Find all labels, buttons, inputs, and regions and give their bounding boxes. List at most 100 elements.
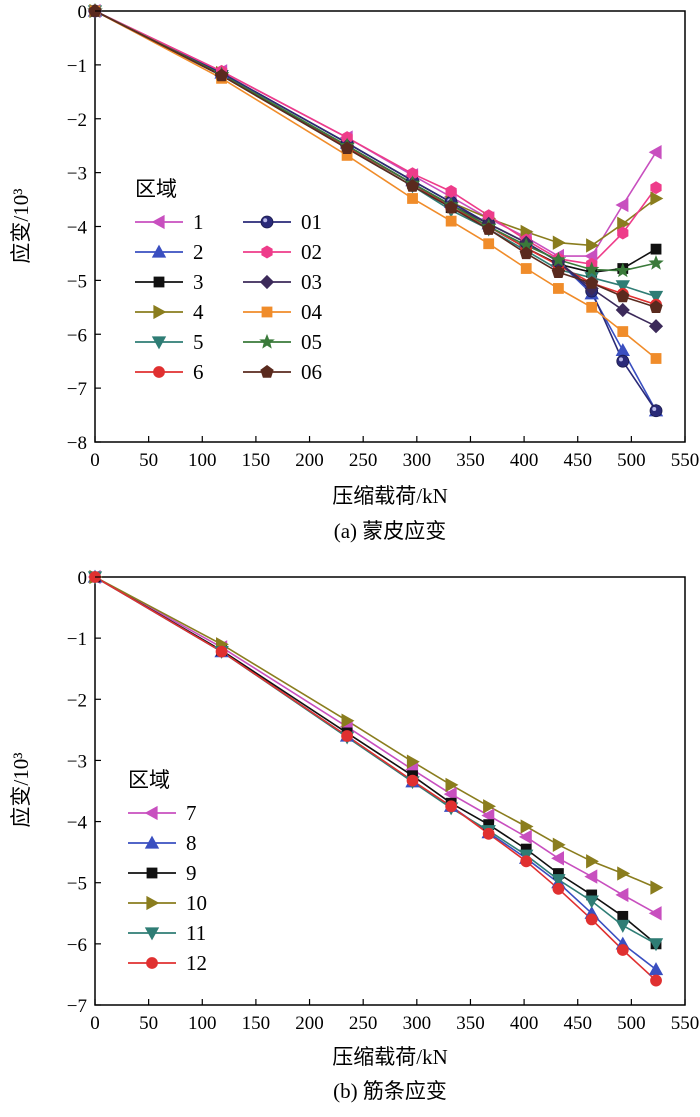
chart-b-point-11 <box>551 874 566 888</box>
chart-a-legend-label-06: 06 <box>301 360 322 384</box>
chart-a-series-line-01 <box>94 10 657 412</box>
chart-a-point-05 <box>550 251 567 267</box>
chart-a-xtick-label: 200 <box>295 450 324 471</box>
chart-a-point-04 <box>617 326 629 337</box>
chart-b-point-10 <box>552 837 566 852</box>
chart-a-series-line-03 <box>94 10 657 327</box>
chart-b-series-line-8 <box>94 576 657 971</box>
chart-a-legend-label-6: 6 <box>193 360 204 384</box>
chart-b-xtick-label: 350 <box>456 1013 485 1034</box>
chart-a-legend-marker-01 <box>260 215 274 229</box>
chart-a-series-line-4 <box>94 10 657 247</box>
chart-b-xtick-label: 150 <box>242 1013 271 1034</box>
chart-b-point-8 <box>648 962 664 976</box>
chart-a-point-04 <box>520 263 532 274</box>
chart-a-legend-label-3: 3 <box>193 270 204 294</box>
chart-a: 0 50 100 150 200 250 300 350 400 450 500 5500−1−2−3… <box>9 2 699 543</box>
chart-b-point-10 <box>483 799 497 814</box>
chart-a-point-06 <box>551 265 566 279</box>
chart-b-legend-label-11: 11 <box>186 921 206 945</box>
chart-a-ytick-label: −7 <box>67 379 87 400</box>
chart-b: 0 50 100 150 200 250 300 350 400 450 500 550 0 −1 −2 −3… <box>9 568 699 1103</box>
chart-b-point-7 <box>518 829 532 845</box>
chart-a-point-02 <box>445 185 457 198</box>
chart-b-xtick-label: 0 <box>90 1013 100 1034</box>
chart-b-point-11 <box>615 919 630 933</box>
chart-a-point-06 <box>340 141 354 155</box>
chart-a-point-06 <box>519 246 533 260</box>
chart-a-ytick-label: −6 <box>67 325 87 346</box>
chart-a-point-03 <box>615 302 630 318</box>
chart-b-point-7 <box>481 808 495 823</box>
chart-b-legend-marker-8 <box>144 835 160 849</box>
chart-b-ytick-label: −6 <box>67 935 87 956</box>
chart-b-point-10 <box>341 713 355 728</box>
chart-b-xtick-label: 450 <box>563 1013 592 1034</box>
chart-b-point-10 <box>406 754 420 769</box>
chart-b-xtick-label: 300 <box>403 1013 432 1034</box>
chart-b-xtick-label: 200 <box>295 1013 324 1034</box>
chart-a-legend-marker-06 <box>260 365 274 378</box>
chart-b-ytick-label: −7 <box>67 996 87 1017</box>
chart-b-legend-marker-12 <box>146 957 158 969</box>
chart-a-legend-marker-3 <box>153 276 165 288</box>
chart-a-legend-label-03: 03 <box>301 270 322 294</box>
chart-a-point-1 <box>648 145 662 160</box>
chart-a-point-04 <box>586 301 598 313</box>
chart-a-point-04 <box>553 283 564 294</box>
chart-a-legend-marker-05 <box>259 333 275 349</box>
chart-b-xlabel: 压缩载荷/kN <box>332 1045 448 1069</box>
chart-b-point-11 <box>648 938 664 952</box>
chart-b-legend-label-10: 10 <box>186 891 207 915</box>
chart-a-point-4 <box>552 235 566 250</box>
chart-a-ytick-label: −1 <box>67 56 87 77</box>
chart-b-ylabel: 应变/10³ <box>9 752 33 827</box>
chart-b-point-9 <box>617 910 629 922</box>
chart-b-point-7 <box>551 851 564 866</box>
chart-b-series-line-11 <box>94 576 657 945</box>
chart-a-point-03 <box>648 319 664 334</box>
chart-a-legend-label-01: 01 <box>301 210 322 234</box>
chart-a-legend-marker-1 <box>151 214 165 230</box>
chart-a-point-5 <box>615 280 630 294</box>
chart-a-point-01-highlight <box>618 357 623 362</box>
chart-b-point-12 <box>482 827 495 840</box>
chart-a-point-06 <box>444 200 458 214</box>
chart-b-xtick-label: 100 <box>188 1013 217 1034</box>
chart-a-point-06 <box>616 289 630 303</box>
chart-a-xtick-label: 250 <box>349 450 378 471</box>
chart-b-legend-label-9: 9 <box>186 861 197 885</box>
chart-a-point-05 <box>615 262 631 278</box>
chart-b-ytick-label: −2 <box>67 690 87 711</box>
chart-b-point-7 <box>615 887 629 903</box>
chart-a-point-04 <box>407 193 418 204</box>
chart-a-point-01 <box>616 354 630 368</box>
chart-a-series-line-2 <box>94 10 657 412</box>
chart-a-point-01 <box>649 404 663 418</box>
chart-a-xtick-label: 100 <box>188 450 217 471</box>
chart-b-ytick-label: −5 <box>67 874 87 895</box>
chart-b-ytick-label: −4 <box>67 813 88 834</box>
chart-a-point-5 <box>648 290 664 304</box>
chart-b-point-10 <box>520 819 534 834</box>
chart-b-point-7 <box>584 869 598 884</box>
chart-a-legend-marker-01-highlight <box>263 218 268 223</box>
chart-a-plot-frame <box>94 10 686 443</box>
chart-b-point-12 <box>520 855 533 868</box>
chart-a-xtick-label: 150 <box>242 450 271 471</box>
chart-a-legend-marker-02 <box>261 245 273 259</box>
chart-a-legend-marker-03 <box>259 274 275 290</box>
chart-b-xtick-label: 550 <box>671 1013 700 1034</box>
chart-b-xtick-label: 50 <box>139 1013 158 1034</box>
chart-a-caption: (a) 蒙皮应变 <box>334 519 447 543</box>
chart-a-legend-title: 区域 <box>135 177 177 201</box>
chart-a-point-01-highlight <box>652 406 657 411</box>
chart-a-point-06 <box>482 222 496 235</box>
chart-a-ytick-label: 0 <box>78 2 88 23</box>
chart-a-xtick-label: 500 <box>617 450 646 471</box>
chart-b-legend-marker-10 <box>146 895 160 911</box>
chart-b-ytick-label: −3 <box>67 751 87 772</box>
chart-a-xtick-label: 450 <box>563 450 592 471</box>
chart-a-point-02 <box>650 181 662 195</box>
chart-a-xtick-label: 550 <box>671 450 700 471</box>
